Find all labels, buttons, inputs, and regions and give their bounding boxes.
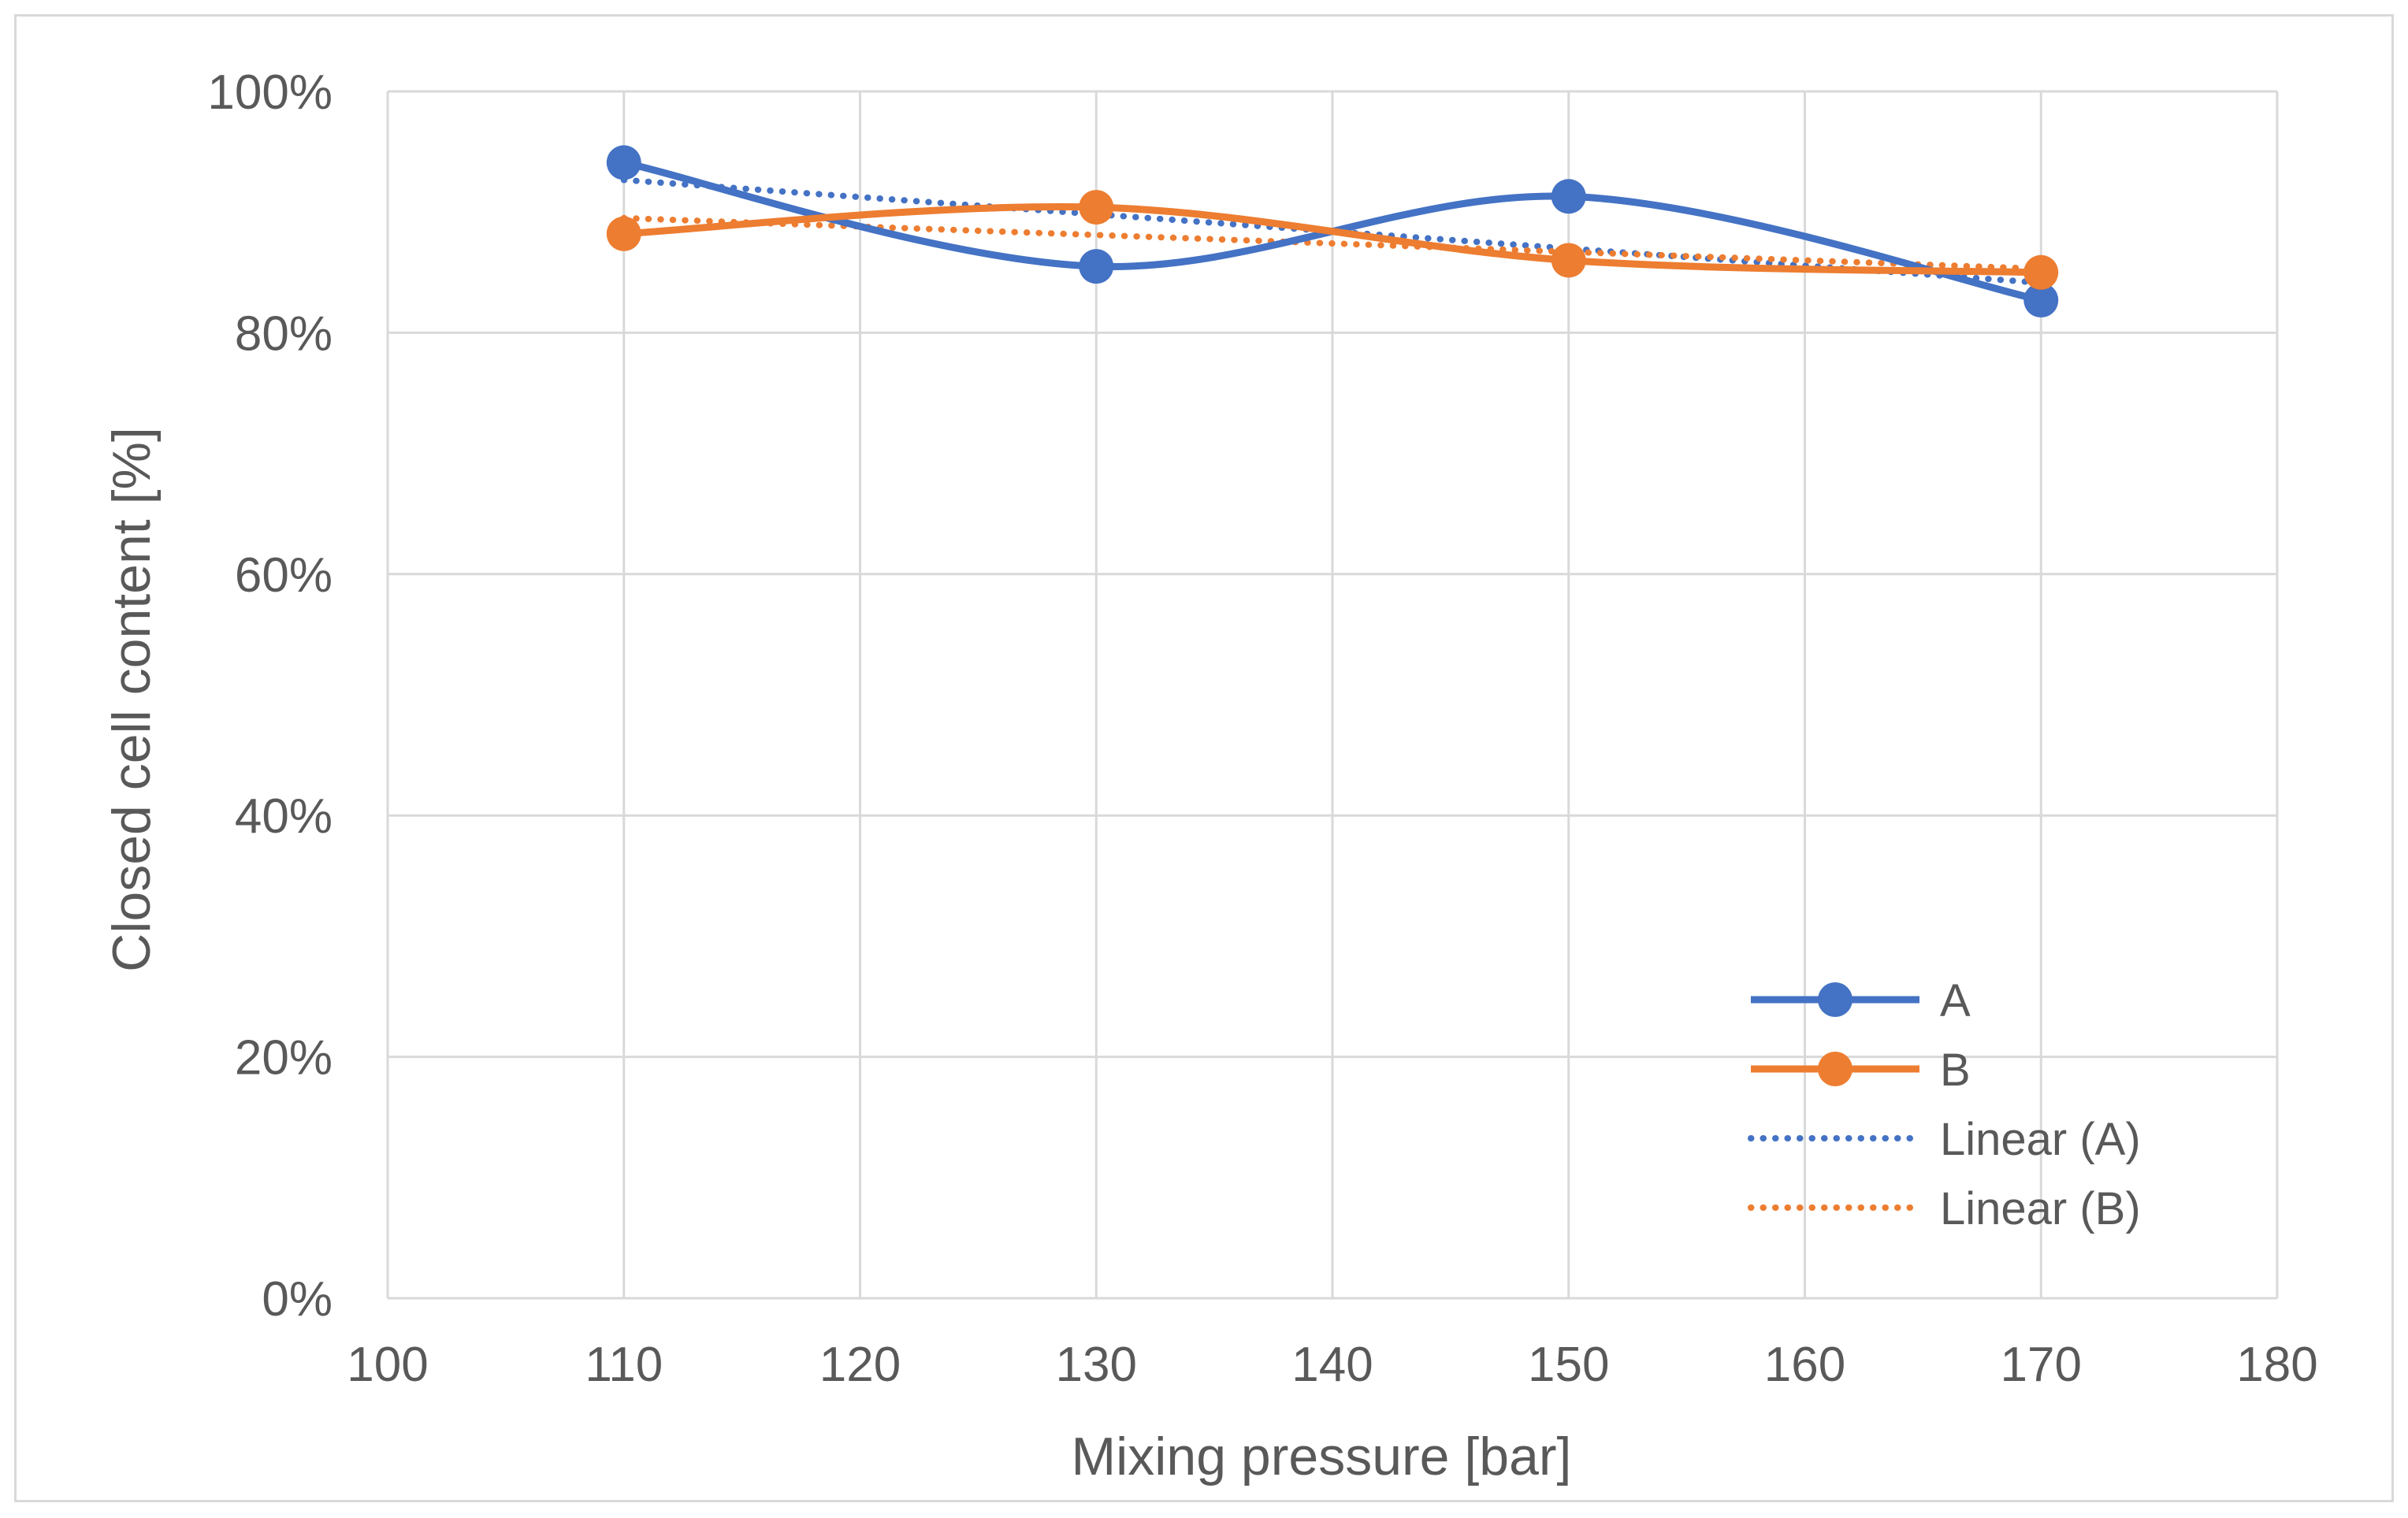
gridlines: [386, 90, 2279, 1300]
x-tick-label: 160: [1764, 1338, 1845, 1392]
y-tick-label: 80%: [235, 306, 333, 361]
legend-label: Linear (A): [1940, 1114, 2141, 1165]
data-point-b: [1551, 243, 1586, 278]
x-tick-label: 100: [347, 1338, 428, 1392]
trendline-b: [620, 214, 2045, 273]
y-tick-label: 40%: [235, 789, 333, 844]
x-tick-label: 180: [2236, 1338, 2317, 1392]
x-tick-label: 170: [2001, 1338, 2082, 1392]
y-tick-label: 100%: [207, 65, 333, 120]
legend-swatch-marker: [1818, 982, 1852, 1017]
x-axis-ticks: 100 110 120 130 140 150 160 170 180: [347, 1338, 2317, 1392]
legend-label: A: [1940, 975, 1971, 1026]
data-point-a: [1079, 249, 1114, 284]
series-line-b: [620, 202, 2045, 277]
x-axis-title: Mixing pressure [bar]: [1072, 1427, 1572, 1486]
data-series: [606, 145, 2059, 318]
data-point-a: [1551, 179, 1586, 214]
data-point-a: [606, 145, 641, 180]
y-axis-ticks: 0% 20% 40% 60% 80% 100%: [207, 65, 333, 1327]
legend-label: Linear (B): [1940, 1183, 2141, 1234]
y-tick-label: 20%: [235, 1031, 333, 1086]
x-tick-label: 140: [1291, 1338, 1373, 1392]
legend-swatch-marker: [1818, 1052, 1852, 1086]
chart-frame: [14, 14, 2394, 1502]
x-tick-label: 130: [1056, 1338, 1137, 1392]
y-tick-label: 0%: [262, 1272, 333, 1327]
y-tick-label: 60%: [235, 548, 333, 603]
legend-label: B: [1940, 1045, 1971, 1096]
data-point-b: [606, 216, 641, 251]
x-tick-label: 150: [1528, 1338, 1609, 1392]
legend: AB Linear (A) Linear (B): [1748, 975, 2141, 1234]
x-tick-label: 120: [819, 1338, 901, 1392]
y-axis-title: Closed cell content [%]: [102, 427, 162, 972]
data-point-b: [1079, 190, 1114, 225]
data-point-a: [2023, 283, 2059, 318]
data-point-b: [2023, 254, 2059, 290]
x-tick-label: 110: [585, 1338, 663, 1392]
